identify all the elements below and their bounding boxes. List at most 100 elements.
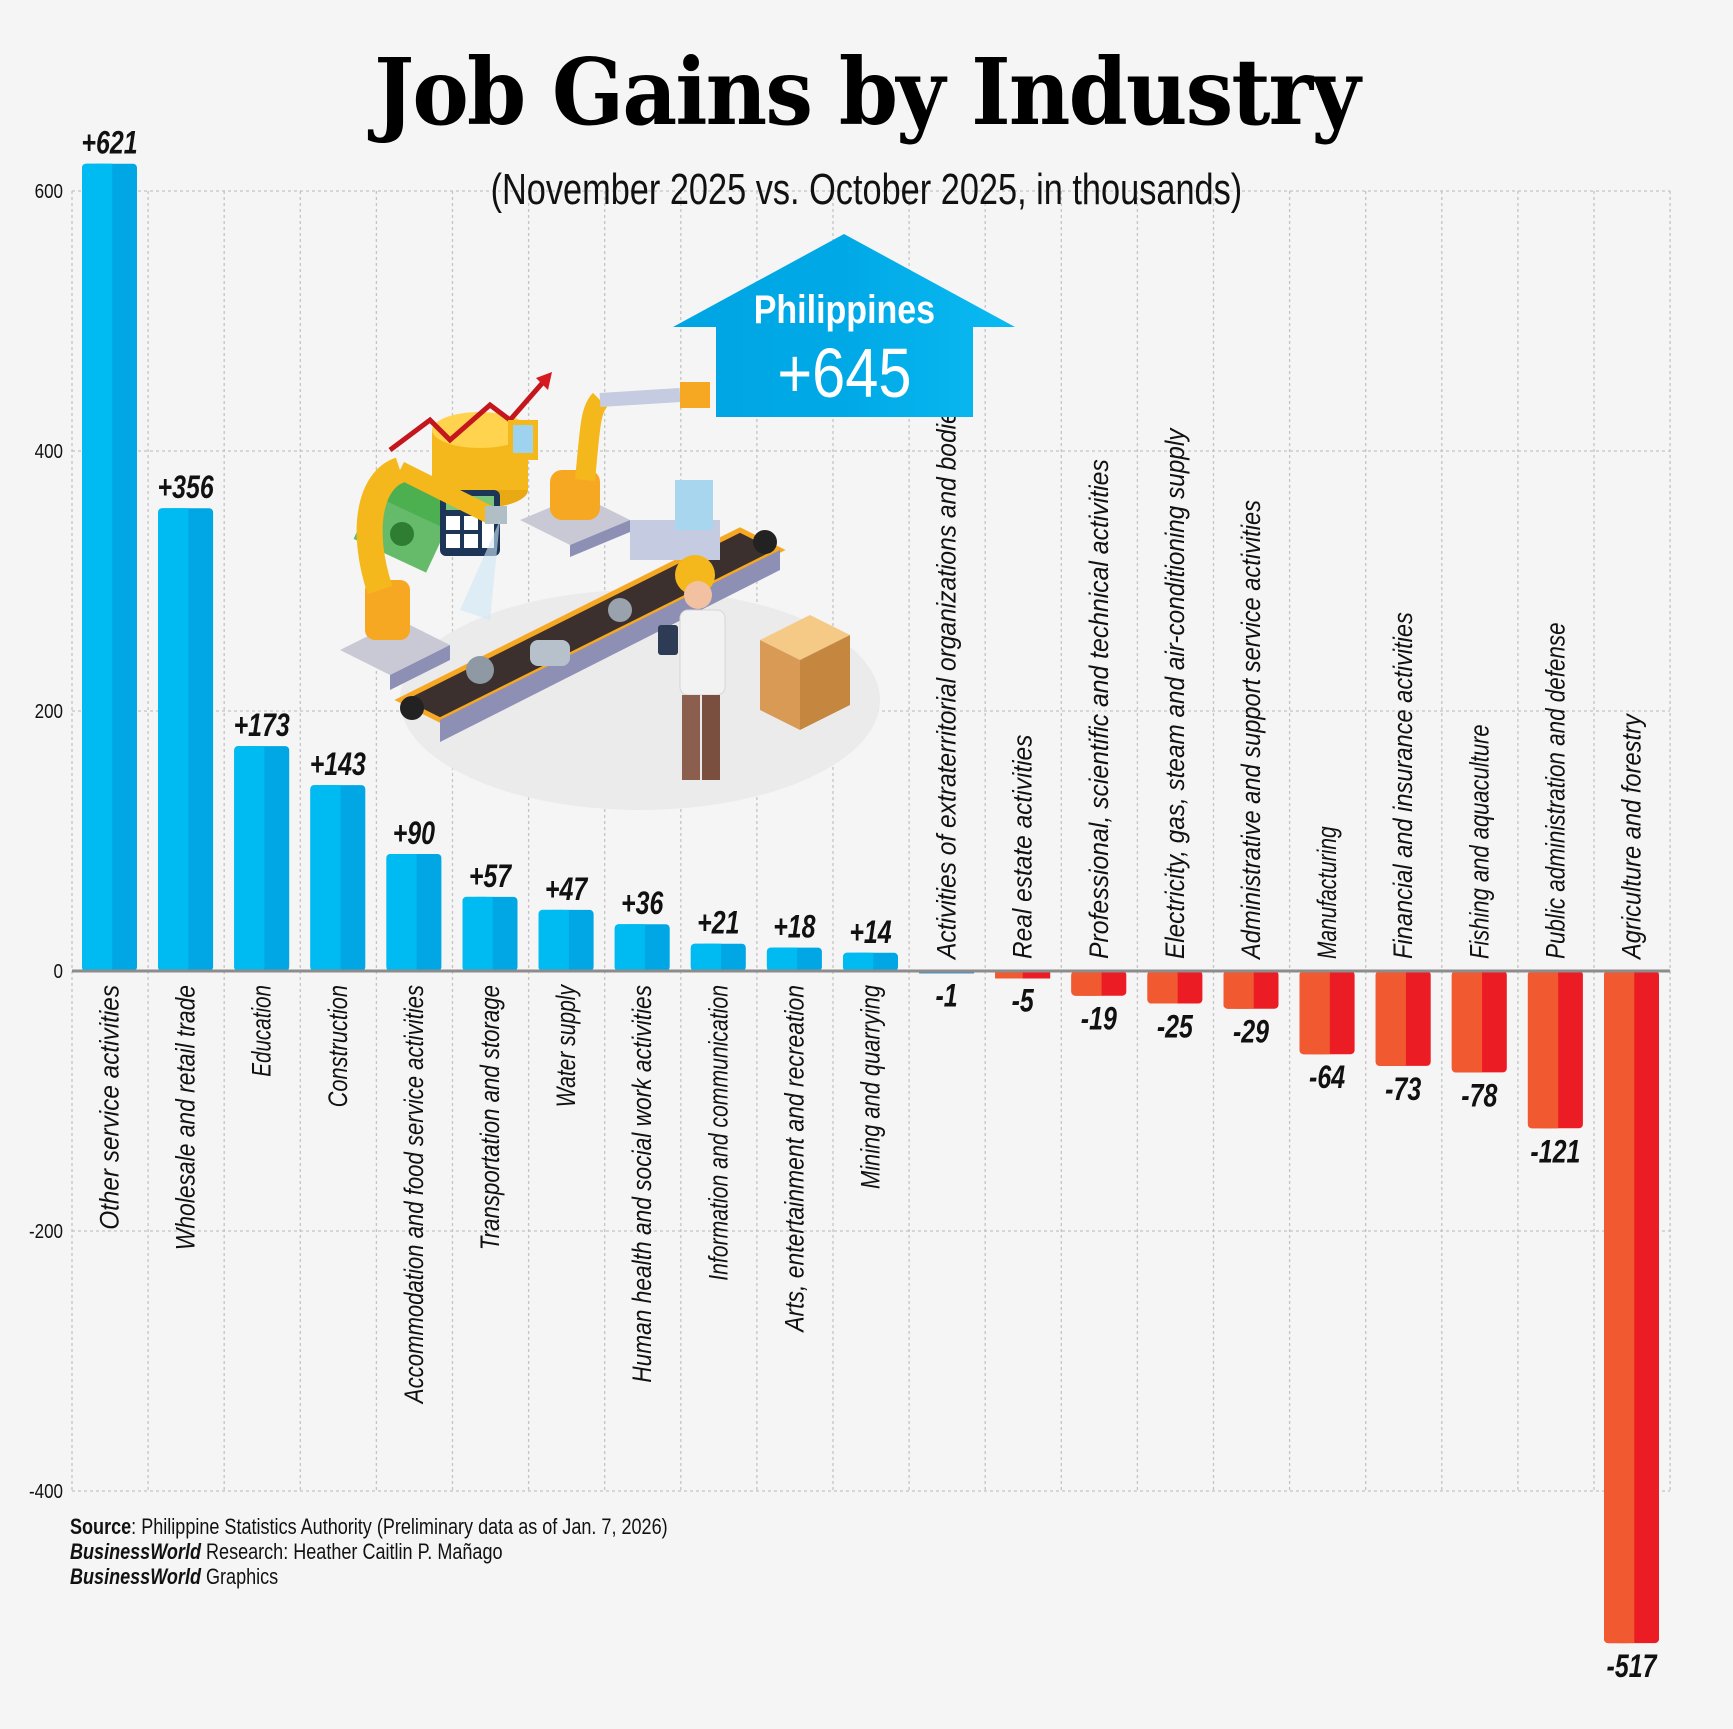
bar bbox=[1147, 971, 1203, 1004]
value-label: -5 bbox=[1012, 984, 1035, 1020]
source-label: Source bbox=[70, 1514, 132, 1539]
category-label: Human health and social work activities bbox=[627, 985, 657, 1383]
bar-highlight bbox=[919, 972, 947, 974]
value-label: +47 bbox=[545, 872, 589, 908]
category-label: Professional, scientific and technical a… bbox=[1084, 459, 1114, 959]
category-label: Financial and insurance activities bbox=[1388, 612, 1418, 959]
footer-graphics: BusinessWorld Graphics bbox=[70, 1566, 278, 1588]
category-label: Manufacturing bbox=[1312, 826, 1342, 959]
bar bbox=[1604, 971, 1659, 1644]
value-label: -121 bbox=[1530, 1134, 1580, 1170]
category-label: Arts, entertainment and recreation bbox=[779, 985, 809, 1333]
bar bbox=[1299, 971, 1355, 1055]
bar bbox=[843, 952, 898, 971]
callout-label: Philippines bbox=[753, 288, 936, 332]
research-text: : Heather Caitlin P. Mañago bbox=[283, 1539, 503, 1564]
bar bbox=[158, 508, 214, 971]
category-label: Water supply bbox=[551, 984, 581, 1108]
y-tick-label: 0 bbox=[54, 960, 63, 983]
bar bbox=[310, 785, 366, 971]
y-tick-label: -400 bbox=[29, 1480, 63, 1503]
category-label: Education bbox=[247, 985, 277, 1077]
bar bbox=[690, 943, 746, 971]
value-label: +14 bbox=[849, 915, 891, 951]
bar-highlight-fill bbox=[476, 896, 493, 971]
graphics-brand: BusinessWorld bbox=[70, 1564, 201, 1589]
value-label: +143 bbox=[310, 747, 366, 783]
bar-highlight-fill bbox=[552, 909, 569, 971]
category-label: Electricity, gas, steam and air-conditio… bbox=[1160, 427, 1190, 959]
bar bbox=[614, 924, 670, 971]
callout-value: +645 bbox=[777, 334, 912, 412]
category-label: Fishing and aquaculture bbox=[1464, 724, 1494, 959]
bar-highlight-fill bbox=[1161, 971, 1178, 1004]
category-label: Information and communication bbox=[703, 985, 733, 1281]
bar bbox=[1451, 971, 1507, 1073]
value-label: -64 bbox=[1309, 1060, 1345, 1096]
page-title: Job Gains by Industry bbox=[374, 38, 1360, 146]
bar-highlight-fill bbox=[171, 508, 189, 971]
value-label: -29 bbox=[1233, 1015, 1269, 1051]
category-label: Mining and quarrying bbox=[856, 985, 886, 1189]
category-label: Administrative and support service activ… bbox=[1236, 500, 1266, 961]
bar-highlight-fill bbox=[628, 924, 645, 971]
bar-highlight-fill bbox=[1389, 971, 1406, 1066]
research-label: Research bbox=[200, 1539, 284, 1564]
trend-up-icon bbox=[388, 378, 547, 452]
factory-automation-illustration bbox=[340, 372, 880, 810]
category-label: Construction bbox=[323, 985, 353, 1107]
bar bbox=[462, 896, 518, 971]
value-label: -73 bbox=[1385, 1072, 1421, 1108]
bar-highlight-fill bbox=[247, 746, 265, 971]
value-label: +57 bbox=[469, 859, 513, 895]
source-text: : Philippine Statistics Authority (Preli… bbox=[131, 1514, 668, 1539]
y-axis-ticks: 600 400 200 0 -200 -400 bbox=[29, 180, 63, 1503]
y-tick-label: 200 bbox=[35, 700, 63, 723]
value-label: -25 bbox=[1157, 1010, 1194, 1046]
value-label: -19 bbox=[1081, 1002, 1117, 1038]
category-label: Public administration and defense bbox=[1540, 622, 1570, 959]
bar-highlight-fill bbox=[1237, 971, 1254, 1009]
value-label: +621 bbox=[81, 126, 137, 162]
bar bbox=[234, 746, 290, 971]
bar bbox=[919, 972, 975, 974]
value-label: -517 bbox=[1607, 1649, 1659, 1685]
value-label: +36 bbox=[621, 886, 664, 922]
bar-highlight-fill bbox=[1617, 971, 1635, 1644]
value-label: +90 bbox=[393, 816, 435, 852]
category-label: Accommodation and food service activitie… bbox=[399, 985, 429, 1405]
footer-source: Source: Philippine Statistics Authority … bbox=[70, 1516, 668, 1538]
bars bbox=[82, 163, 1659, 1644]
category-labels: Other service activities Wholesale and re… bbox=[95, 398, 1647, 1405]
bar-highlight-fill bbox=[1465, 971, 1483, 1073]
bar bbox=[995, 972, 1051, 979]
bar bbox=[766, 947, 822, 971]
bar-highlight-fill bbox=[1313, 971, 1330, 1055]
category-label: Wholesale and retail trade bbox=[171, 985, 201, 1250]
value-label: +173 bbox=[234, 708, 290, 744]
category-label: Other service activities bbox=[95, 985, 125, 1230]
trend-arrowhead-icon bbox=[536, 372, 552, 390]
page-subtitle: (November 2025 vs. October 2025, in thou… bbox=[490, 165, 1243, 214]
bar bbox=[82, 163, 137, 971]
bar-highlight-fill bbox=[780, 947, 798, 971]
bar-highlight-fill bbox=[400, 854, 417, 971]
bar-highlight-fill bbox=[1085, 971, 1102, 996]
category-label: Transportation and storage bbox=[475, 985, 505, 1250]
graphics-label: Graphics bbox=[200, 1564, 279, 1589]
bar-highlight-fill bbox=[704, 943, 722, 971]
bar-highlight-fill bbox=[856, 952, 874, 971]
category-label: Activities of extraterritorial organizat… bbox=[932, 398, 962, 961]
y-tick-label: 400 bbox=[35, 440, 63, 463]
research-brand: BusinessWorld bbox=[70, 1539, 201, 1564]
bar bbox=[1375, 971, 1431, 1066]
bar-highlight-fill bbox=[95, 163, 113, 971]
bar bbox=[538, 909, 594, 971]
y-tick-label: -200 bbox=[29, 1220, 63, 1243]
y-tick-label: 600 bbox=[35, 180, 63, 203]
category-label: Real estate activities bbox=[1008, 735, 1038, 959]
bar bbox=[1527, 971, 1583, 1129]
bar bbox=[1071, 971, 1127, 996]
bar-highlight-fill bbox=[1541, 971, 1559, 1129]
